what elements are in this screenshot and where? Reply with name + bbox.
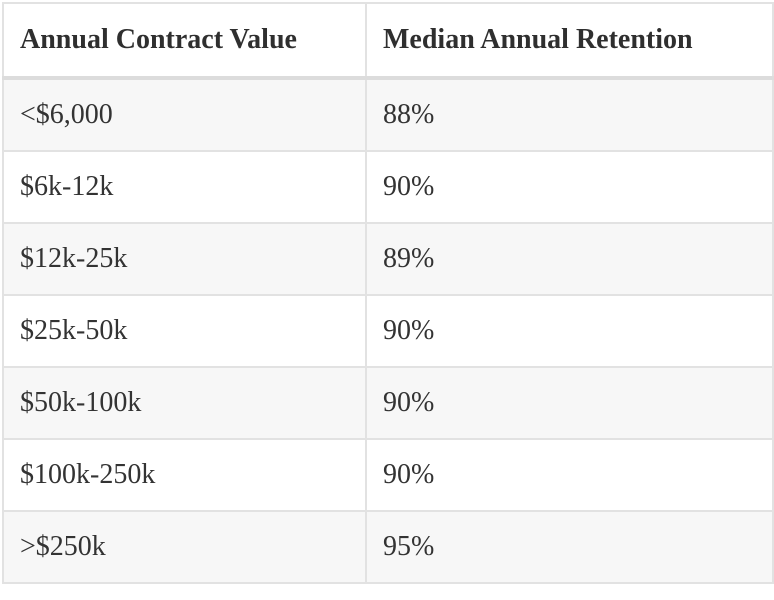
table-header: Annual Contract Value Median Annual Reten… <box>2 2 774 80</box>
table-row: $50k-100k 90% <box>2 366 774 440</box>
table-cell: $12k-25k <box>2 222 367 296</box>
table-cell: 89% <box>365 222 774 296</box>
table-row: <$6,000 88% <box>2 77 774 152</box>
table-cell: 90% <box>365 366 774 440</box>
table-cell: $6k-12k <box>2 150 367 224</box>
table-row: $6k-12k 90% <box>2 150 774 224</box>
table-row: >$250k 95% <box>2 510 774 584</box>
table-cell: 90% <box>365 150 774 224</box>
table-row: $12k-25k 89% <box>2 222 774 296</box>
header-cell: Median Annual Retention <box>365 2 774 80</box>
table-cell: 95% <box>365 510 774 584</box>
header-cell: Annual Contract Value <box>2 2 367 80</box>
table-cell: $25k-50k <box>2 294 367 368</box>
table-cell: 90% <box>365 294 774 368</box>
table-cell: 88% <box>365 77 774 152</box>
table-row: $100k-250k 90% <box>2 438 774 512</box>
table-cell: <$6,000 <box>2 77 367 152</box>
table-body: <$6,000 88% $6k-12k 90% $12k-25k 89% $25k-50k 9… <box>2 77 774 584</box>
header-row: Annual Contract Value Median Annual Reten… <box>2 2 774 80</box>
retention-table: Annual Contract Value Median Annual Reten… <box>2 2 774 584</box>
table-cell: 90% <box>365 438 774 512</box>
table-cell: $100k-250k <box>2 438 367 512</box>
table-cell: $50k-100k <box>2 366 367 440</box>
table-row: $25k-50k 90% <box>2 294 774 368</box>
table-cell: >$250k <box>2 510 367 584</box>
